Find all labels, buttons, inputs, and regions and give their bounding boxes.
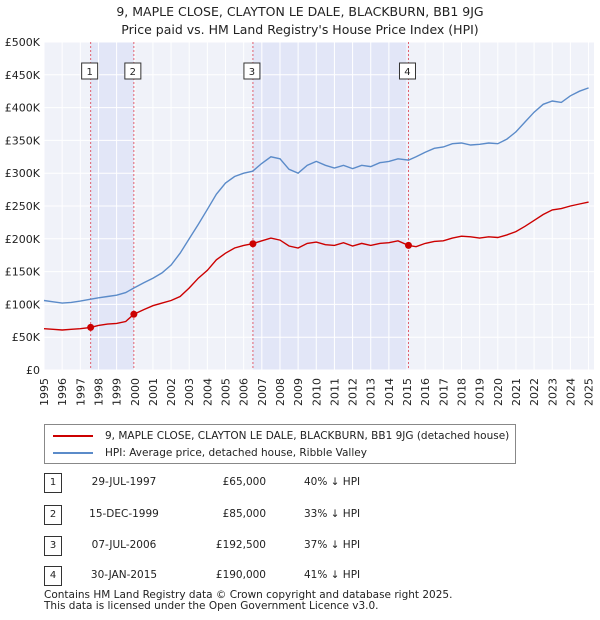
y-tick-label: £500K [5,36,41,49]
sale-date: 30-JAN-2015 [90,569,158,581]
sale-number-badge: 1 [44,473,62,493]
sale-point [130,310,138,318]
x-tick-label: 2008 [274,378,287,406]
x-tick-label: 2018 [455,378,468,406]
legend-item-property: 9, MAPLE CLOSE, CLAYTON LE DALE, BLACKBU… [53,428,509,444]
sale-number-badge: 2 [44,505,62,525]
x-tick-label: 2001 [147,378,160,406]
sale-number-badge: 4 [44,566,62,586]
x-tick-label: 2011 [328,378,341,406]
x-tick-label: 2021 [510,378,523,406]
attribution-footer: Contains HM Land Registry data © Crown c… [44,590,452,612]
y-tick-label: £0 [26,364,40,377]
sale-label-box [243,62,261,80]
x-tick-label: 2002 [165,378,178,406]
legend-swatch-property [53,435,93,437]
sale-label-box [81,62,99,80]
legend-label-property: 9, MAPLE CLOSE, CLAYTON LE DALE, BLACKBU… [105,430,510,442]
sale-date: 15-DEC-1999 [89,508,159,520]
x-tick-label: 2013 [365,378,378,406]
y-tick-label: £450K [5,69,41,82]
y-tick-label: £50K [12,331,41,344]
x-tick-label: 2022 [528,378,541,406]
legend-label-hpi: HPI: Average price, detached house, Ribb… [105,447,367,459]
sale-row: 3 07-JUL-2006 £192,500 37% ↓ HPI [44,536,524,556]
x-tick-label: 2003 [183,378,196,406]
sale-price: £65,000 [222,476,266,488]
x-tick-label: 2016 [419,378,432,406]
y-tick-label: £250K [5,200,41,213]
sale-number-badge: 3 [44,536,62,556]
sale-label-number: 1 [86,67,92,78]
sale-price: £85,000 [222,508,266,520]
y-tick-label: £400K [5,102,41,115]
sale-date: 07-JUL-2006 [91,539,157,551]
sale-label-number: 3 [249,67,255,78]
y-tick-label: £200K [5,233,41,246]
x-tick-label: 2017 [437,378,450,406]
sale-hpi-diff: 40% ↓ HPI [304,476,361,488]
x-tick-label: 1999 [111,378,124,406]
series-line-hpi [43,87,589,304]
x-tick-label: 1997 [74,378,87,406]
x-tick-label: 2012 [347,378,360,406]
x-tick-label: 2004 [201,378,214,406]
footer-line-1: Contains HM Land Registry data © Crown c… [44,589,453,601]
sale-point [249,240,257,248]
x-tick-label: 1996 [56,378,69,406]
x-tick-label: 1995 [38,378,51,406]
sale-label-number: 2 [130,67,136,78]
sale-hpi-diff: 41% ↓ HPI [304,569,361,581]
chart-title-line-1: 9, MAPLE CLOSE, CLAYTON LE DALE, BLACKBU… [116,4,484,19]
x-tick-label: 1998 [92,378,105,406]
y-tick-label: £350K [5,134,41,147]
sale-hpi-diff: 33% ↓ HPI [304,508,361,520]
sale-point [87,323,95,331]
x-tick-label: 2015 [401,378,414,406]
chart-title-line-2: Price paid vs. HM Land Registry's House … [121,22,479,37]
sale-point [404,241,412,249]
y-tick-label: £100K [5,298,41,311]
price-chart: 1 2 3 4 £0 £50K £100K £150K £200K £250K £300K £350K… [5,36,596,406]
x-tick-label: 2020 [492,378,505,406]
sale-hpi-diff: 37% ↓ HPI [304,539,361,551]
x-tick-label: 2007 [256,378,269,406]
sale-row: 2 15-DEC-1999 £85,000 33% ↓ HPI [44,505,524,525]
sale-label-box [124,62,142,80]
x-tick-label: 2014 [383,378,396,406]
x-tick-label: 2000 [129,378,142,406]
sale-row: 1 29-JUL-1997 £65,000 40% ↓ HPI [44,473,524,493]
x-tick-label: 2005 [220,378,233,406]
x-tick-label: 2019 [474,378,487,406]
x-tick-label: 2023 [546,378,559,406]
y-tick-label: £150K [5,266,41,279]
sale-label-number: 4 [404,67,410,78]
footer-line-2: This data is licensed under the Open Gov… [44,600,379,612]
legend-item-hpi: HPI: Average price, detached house, Ribb… [53,445,367,461]
x-tick-label: 2006 [238,378,251,406]
x-tick-label: 2024 [564,378,577,406]
x-tick-label: 2009 [292,378,305,406]
sale-price: £192,500 [215,539,266,551]
sale-label-box [398,62,416,80]
y-tick-label: £300K [5,167,41,180]
sale-row: 4 30-JAN-2015 £190,000 41% ↓ HPI [44,566,524,586]
sale-date: 29-JUL-1997 [91,476,157,488]
legend-swatch-hpi [53,452,93,454]
sale-price: £190,000 [215,569,266,581]
x-tick-label: 2010 [310,378,323,406]
chart-legend: 9, MAPLE CLOSE, CLAYTON LE DALE, BLACKBU… [44,424,516,464]
x-tick-label: 2025 [583,378,596,406]
